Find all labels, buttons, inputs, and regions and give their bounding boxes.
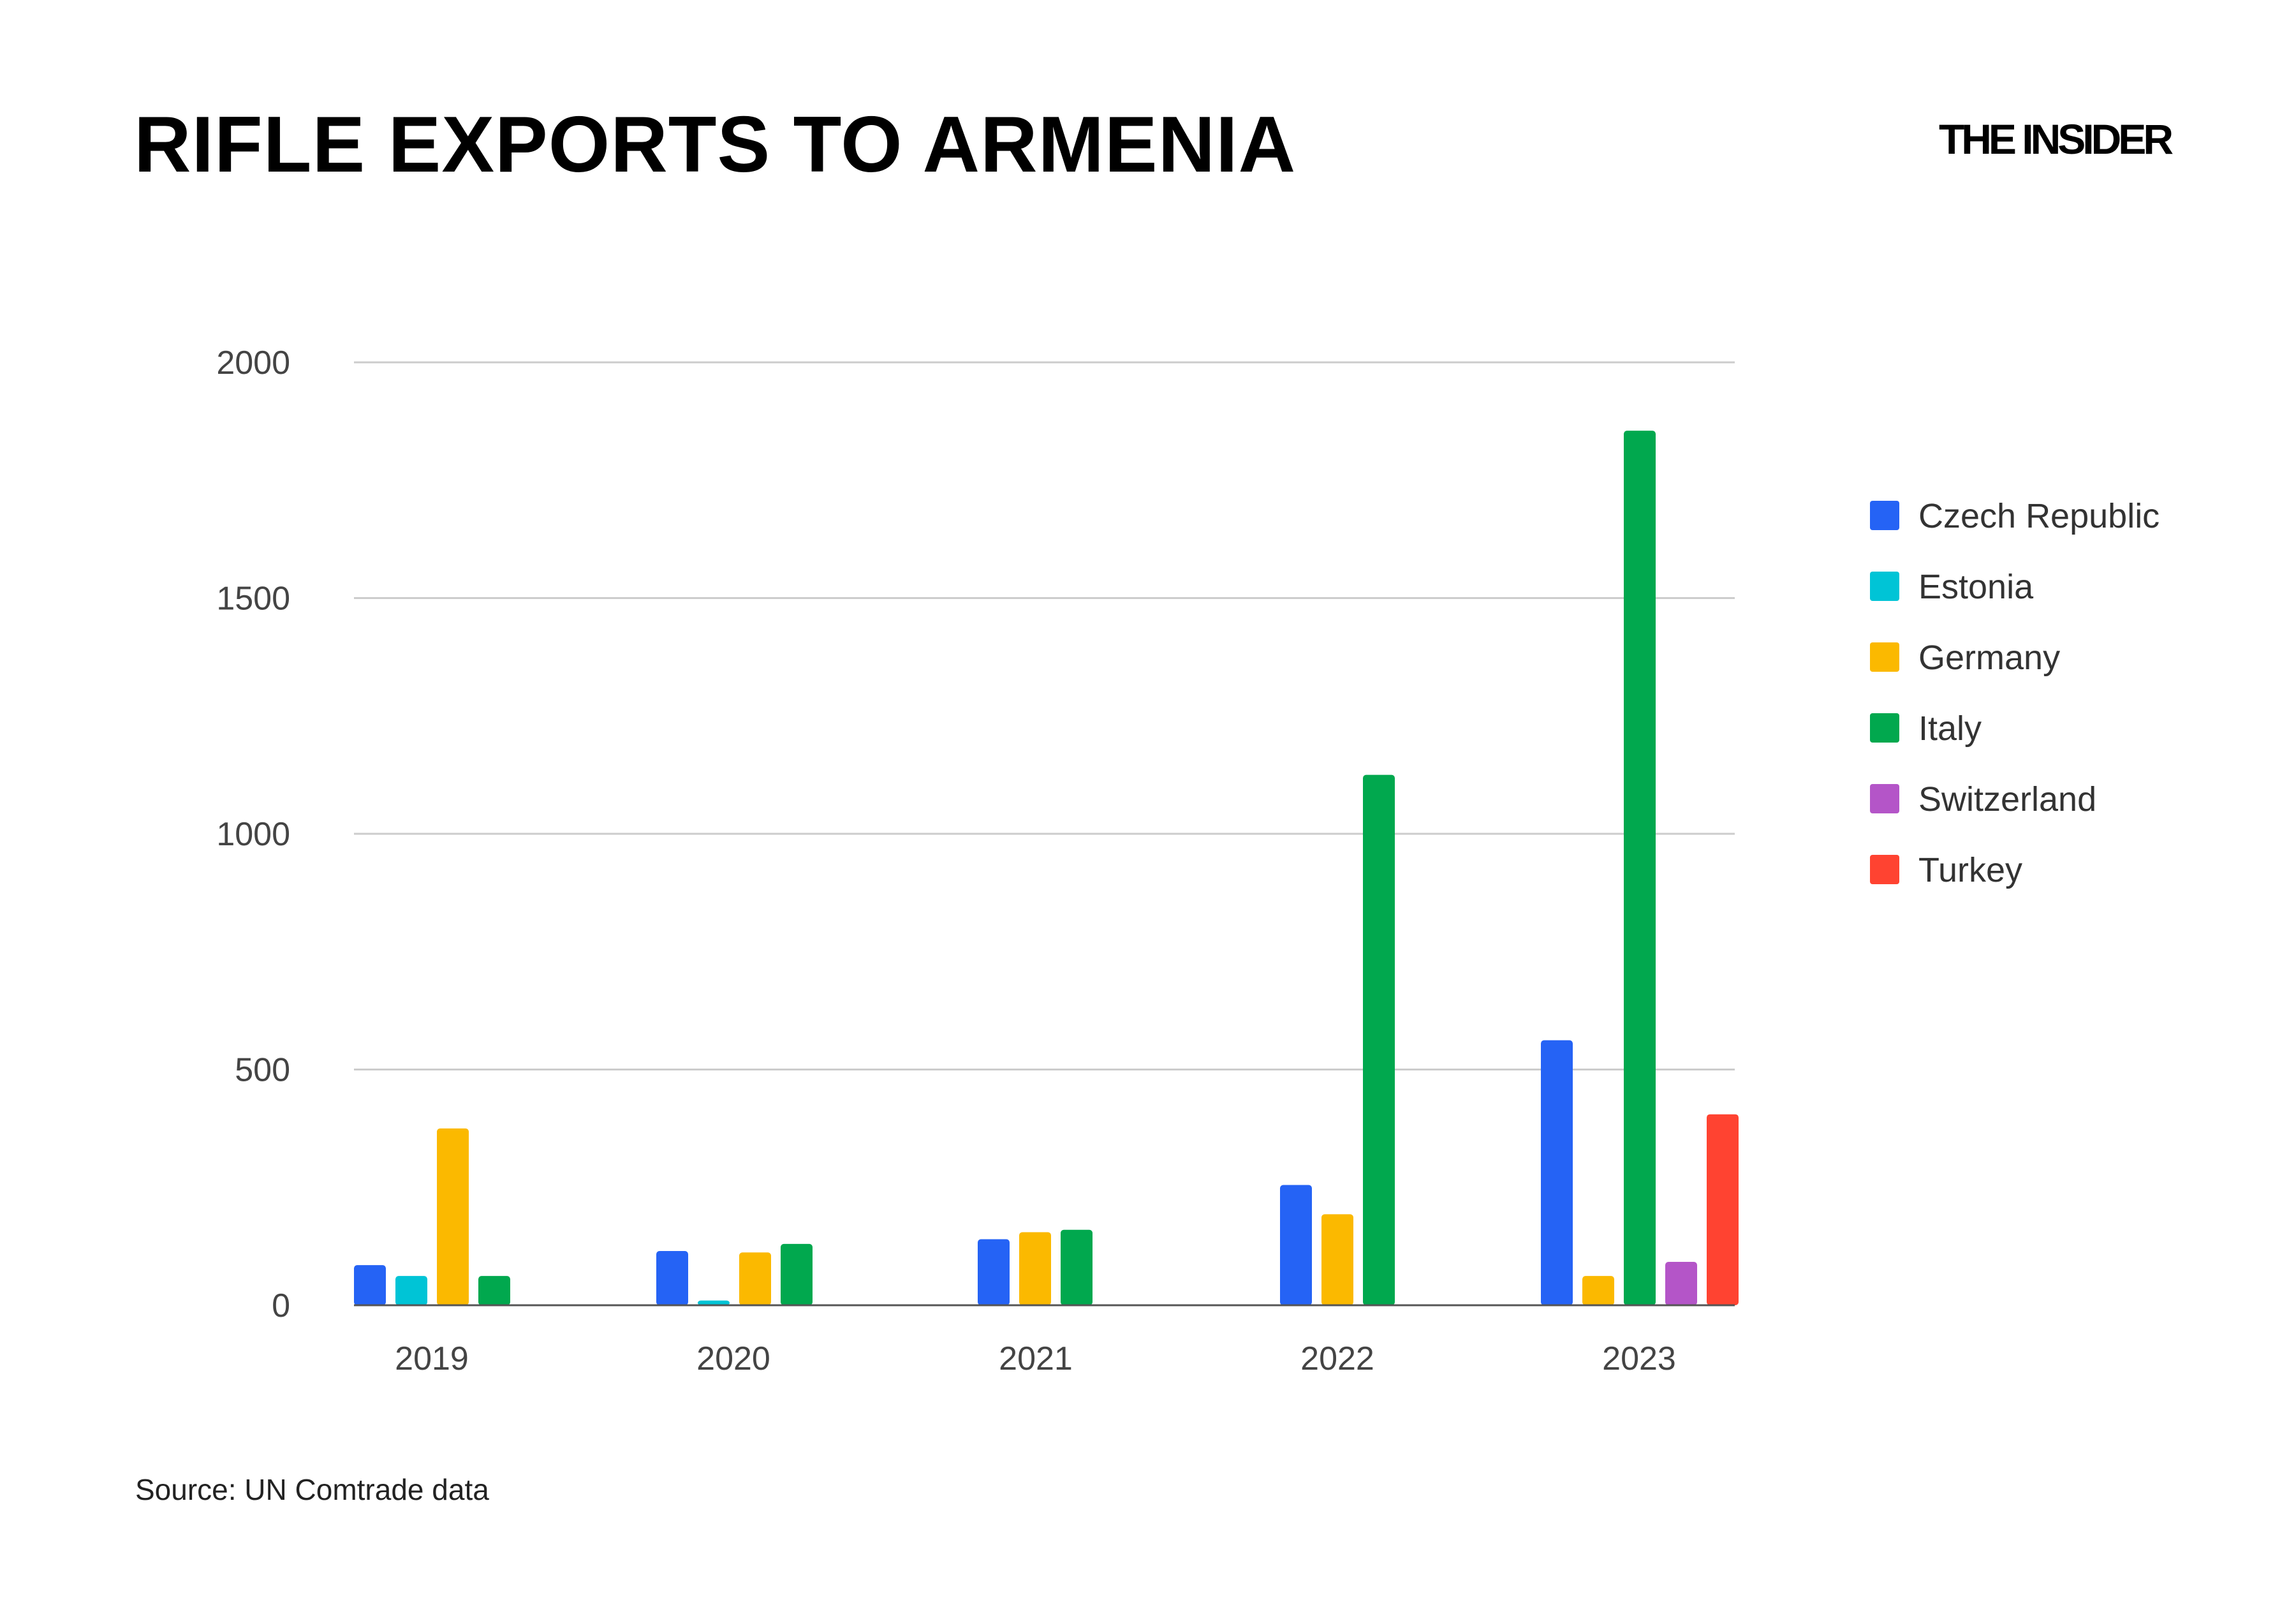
legend-swatch bbox=[1870, 501, 1899, 530]
x-tick-label: 2020 bbox=[696, 1340, 770, 1377]
bar-2022-italy bbox=[1363, 774, 1395, 1305]
bar-2019-germany bbox=[437, 1128, 469, 1305]
legend-item-italy: Italy bbox=[1870, 709, 1982, 748]
bar-2021-czech-republic bbox=[978, 1239, 1010, 1305]
bar-2022-czech-republic bbox=[1280, 1185, 1312, 1305]
y-tick-label: 1000 bbox=[216, 816, 290, 853]
bar-group-2023 bbox=[1541, 431, 1739, 1305]
bar-2020-italy bbox=[781, 1243, 813, 1305]
source-note: Source: UN Comtrade data bbox=[135, 1473, 489, 1506]
legend-label: Germany bbox=[1918, 639, 2060, 677]
legend-label: Estonia bbox=[1918, 568, 2034, 606]
x-tick-label: 2022 bbox=[1300, 1340, 1374, 1377]
y-tick-label: 2000 bbox=[216, 344, 290, 381]
legend-swatch bbox=[1870, 572, 1899, 601]
legend-item-estonia: Estonia bbox=[1870, 568, 2034, 606]
legend-label: Turkey bbox=[1918, 851, 2022, 889]
y-tick-label: 1500 bbox=[216, 581, 290, 618]
bar-group-2019 bbox=[354, 1128, 510, 1305]
legend-item-germany: Germany bbox=[1870, 639, 2060, 677]
bar-2022-germany bbox=[1321, 1214, 1353, 1305]
legend-item-czech-republic: Czech Republic bbox=[1870, 497, 2160, 535]
y-tick-label: 500 bbox=[235, 1052, 290, 1089]
legend-label: Czech Republic bbox=[1918, 497, 2160, 535]
bar-2023-italy bbox=[1624, 431, 1656, 1305]
legend-label: Switzerland bbox=[1918, 780, 2096, 818]
x-tick-label: 2021 bbox=[999, 1340, 1073, 1377]
x-tick-label: 2023 bbox=[1602, 1340, 1676, 1377]
bar-2019-estonia bbox=[395, 1276, 427, 1305]
y-axis-ticks: 0 500 1000 1500 2000 bbox=[216, 344, 290, 1324]
bars bbox=[354, 431, 1739, 1305]
bar-2020-estonia bbox=[698, 1300, 730, 1305]
bar-2021-germany bbox=[1019, 1232, 1051, 1305]
legend-swatch bbox=[1870, 713, 1899, 743]
bar-2023-switzerland bbox=[1665, 1262, 1697, 1305]
bar-2020-czech-republic bbox=[656, 1251, 688, 1305]
y-tick-label: 0 bbox=[272, 1287, 290, 1324]
bar-group-2021 bbox=[978, 1229, 1093, 1305]
bar-2020-germany bbox=[739, 1252, 771, 1305]
bar-group-2022 bbox=[1280, 774, 1395, 1305]
bar-2021-italy bbox=[1061, 1229, 1093, 1305]
bar-2023-turkey bbox=[1707, 1114, 1739, 1305]
bar-2023-czech-republic bbox=[1541, 1040, 1573, 1305]
bar-group-2020 bbox=[656, 1243, 813, 1305]
brand-logo: THE INSIDER bbox=[1938, 115, 2174, 163]
legend-item-switzerland: Switzerland bbox=[1870, 780, 2096, 818]
legend-item-turkey: Turkey bbox=[1870, 851, 2022, 889]
legend-swatch bbox=[1870, 855, 1899, 884]
legend: Czech Republic Estonia Germany Italy Switzer… bbox=[1870, 497, 2160, 889]
gridlines bbox=[354, 361, 1735, 1070]
x-axis-ticks: 2019 2020 2021 2022 2023 bbox=[395, 1340, 1676, 1377]
x-tick-label: 2019 bbox=[395, 1340, 469, 1377]
legend-label: Italy bbox=[1918, 709, 1982, 748]
bar-2023-germany bbox=[1582, 1276, 1614, 1305]
legend-swatch bbox=[1870, 784, 1899, 813]
bar-2019-czech-republic bbox=[354, 1265, 386, 1305]
chart-title: RIFLE EXPORTS TO ARMENIA bbox=[134, 101, 1297, 189]
bar-2019-italy bbox=[478, 1276, 510, 1305]
legend-swatch bbox=[1870, 642, 1899, 672]
